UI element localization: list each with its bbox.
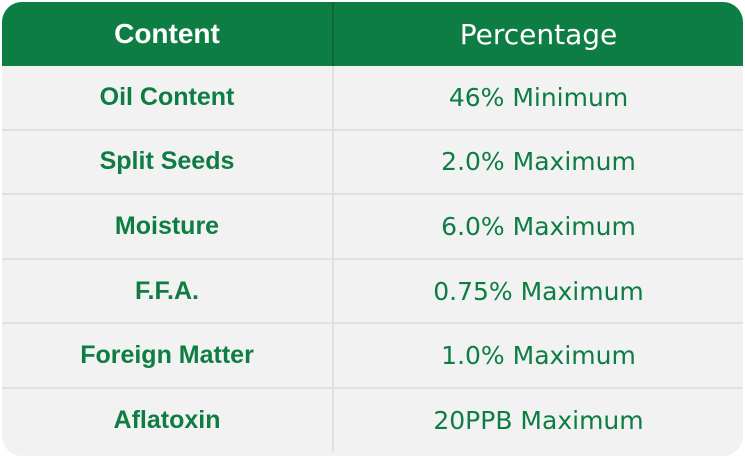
row-percentage-value: 0.75% Maximum: [433, 276, 644, 306]
table-header: Content Percentage: [2, 2, 743, 66]
table-row: Split Seeds 2.0% Maximum: [2, 128, 743, 194]
row-content-label: F.F.A.: [2, 259, 334, 323]
table-row: Aflatoxin 20PPB Maximum: [2, 386, 743, 452]
row-content-label: Oil Content: [2, 66, 334, 129]
row-percentage-value: 1.0% Maximum: [441, 341, 636, 371]
table-row: Moisture 6.0% Maximum: [2, 193, 743, 258]
header-content: Content: [2, 2, 334, 66]
table-row: Oil Content 46% Minimum: [2, 66, 743, 129]
row-content-label: Aflatoxin: [2, 388, 334, 452]
row-content-label: Moisture: [2, 195, 334, 258]
table-body: Oil Content 46% Minimum Split Seeds 2.0%…: [2, 66, 743, 452]
row-content-label: Split Seeds: [2, 130, 334, 194]
header-percentage: Percentage: [459, 17, 618, 51]
row-content-label: Foreign Matter: [2, 324, 334, 387]
row-percentage-value: 6.0% Maximum: [441, 211, 636, 241]
table-row: Foreign Matter 1.0% Maximum: [2, 322, 743, 387]
row-percentage-value: 46% Minimum: [448, 82, 629, 112]
row-percentage-value: 20PPB Maximum: [433, 405, 644, 435]
row-percentage-value: 2.0% Maximum: [441, 147, 636, 177]
table-row: F.F.A. 0.75% Maximum: [2, 257, 743, 323]
